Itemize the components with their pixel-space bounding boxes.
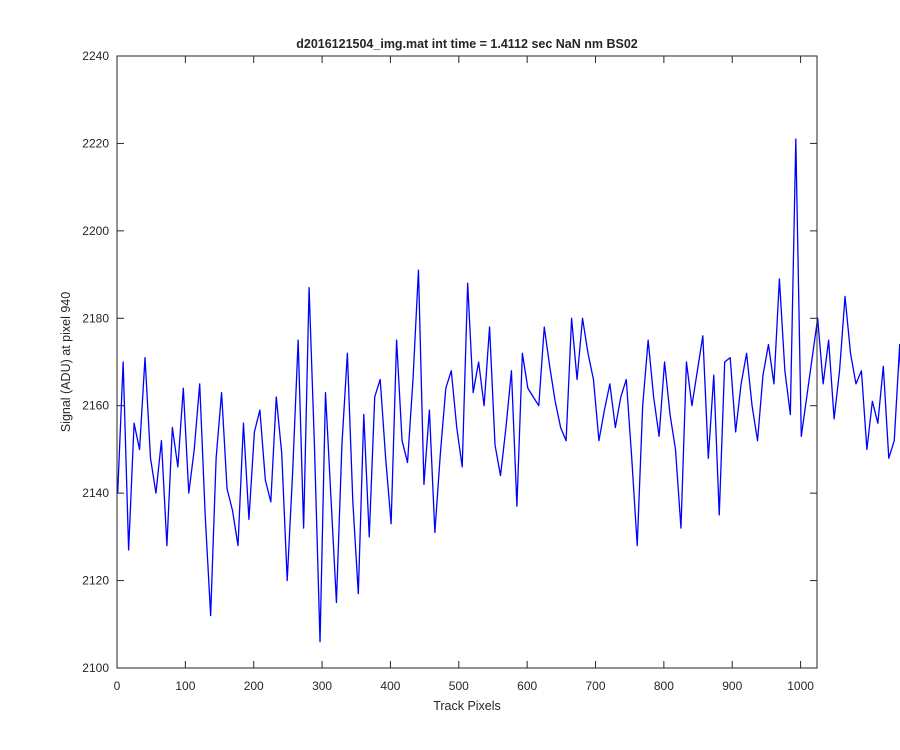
chart-title: d2016121504_img.mat int time = 1.4112 se… — [296, 37, 638, 51]
x-tick-label: 700 — [586, 679, 606, 693]
y-tick-label: 2160 — [82, 399, 109, 413]
y-tick-label: 2140 — [82, 486, 109, 500]
x-tick-label: 100 — [175, 679, 195, 693]
x-tick-label: 1000 — [787, 679, 814, 693]
x-axis: 0 100 200 300 400 500 600 700 800 900 1000 — [114, 56, 814, 693]
x-axis-label: Track Pixels — [433, 699, 501, 713]
y-tick-label: 2180 — [82, 311, 109, 325]
y-axis: 2100 2120 2140 2160 2180 2200 2220 2240 — [82, 49, 817, 675]
x-tick-label: 900 — [722, 679, 742, 693]
y-tick-label: 2120 — [82, 574, 109, 588]
x-tick-label: 0 — [114, 679, 121, 693]
x-tick-label: 600 — [517, 679, 537, 693]
y-axis-label: Signal (ADU) at pixel 940 — [59, 292, 73, 432]
axes-box — [116, 55, 818, 669]
x-tick-label: 300 — [312, 679, 332, 693]
x-tick-label: 800 — [654, 679, 674, 693]
y-tick-label: 2200 — [82, 224, 109, 238]
plot-area — [117, 56, 817, 668]
y-tick-label: 2220 — [82, 136, 109, 150]
series-layer — [117, 138, 900, 643]
x-tick-label: 400 — [380, 679, 400, 693]
x-tick-label: 200 — [244, 679, 264, 693]
series-line-0 — [117, 138, 900, 643]
y-tick-label: 2240 — [82, 49, 109, 63]
x-tick-label: 500 — [449, 679, 469, 693]
y-tick-label: 2100 — [82, 661, 109, 675]
